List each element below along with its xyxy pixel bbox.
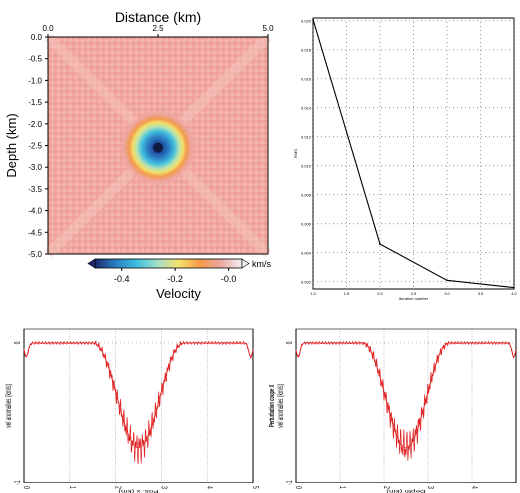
profile-y-axis-label: vel anomalies (km/s) bbox=[5, 384, 13, 428]
rms-x-tick-label: 4.0 bbox=[511, 291, 517, 296]
profile-x-tick-label: 5 bbox=[251, 486, 259, 489]
heatmap-y-tick-label: -5.0 bbox=[28, 250, 42, 259]
rms-x-tick-label: 3.0 bbox=[444, 291, 450, 296]
heatmap-y-tick-label: 0.0 bbox=[31, 33, 43, 42]
profile-y-axis-label: vel anomalies (km/s) bbox=[277, 384, 285, 428]
profile-y-tick-label: -1 bbox=[14, 480, 22, 485]
rms-x-tick-label: 3.5 bbox=[478, 291, 484, 296]
profile-x-tick-label: 4 bbox=[470, 486, 478, 489]
colorbar-unit: km/s bbox=[252, 259, 271, 269]
heatmap-x-tick-label: 5.0 bbox=[262, 24, 274, 33]
heatmap-x-tick-label: 2.5 bbox=[152, 24, 164, 33]
rms-y-tick-label: 0.004 bbox=[301, 250, 312, 255]
profile-x-tick-label: 3 bbox=[426, 486, 434, 489]
profile-x-tick-label: 3 bbox=[159, 486, 167, 489]
colorbar-label: Velocity bbox=[156, 286, 201, 301]
rms-y-tick-label: 0.008 bbox=[301, 192, 312, 197]
colorbar bbox=[94, 258, 243, 269]
profile-x-tick-label: 0 bbox=[22, 486, 30, 489]
rms-y-axis-label: RMS bbox=[293, 149, 298, 158]
heatmap-title: Distance (km) bbox=[115, 9, 201, 25]
profile-x-tick-label: 4 bbox=[205, 486, 213, 489]
rms-y-tick-label: 0.018 bbox=[301, 47, 312, 52]
profile-x-tick-label: 1 bbox=[338, 486, 346, 489]
profile-y-tick-label: 0 bbox=[14, 341, 22, 344]
profile-x-tick-label: 2 bbox=[382, 486, 390, 489]
rms-y-tick-label: 0.010 bbox=[301, 163, 312, 168]
heatmap-y-tick-label: -1.0 bbox=[28, 76, 42, 85]
profile-x-tick-label: 2 bbox=[113, 486, 121, 489]
heatmap-y-tick-label: -3.0 bbox=[28, 163, 42, 172]
rms-y-tick-label: 0.002 bbox=[301, 279, 312, 284]
rms-point bbox=[379, 243, 381, 245]
heatmap-y-axis-label: Depth (km) bbox=[4, 113, 19, 177]
rms-y-tick-label: 0.012 bbox=[301, 134, 312, 139]
heatmap-y-tick-label: -4.0 bbox=[28, 207, 42, 216]
heatmap-anomaly-core bbox=[153, 142, 163, 153]
rms-x-tick-label: 1.5 bbox=[344, 291, 350, 296]
heatmap-y-tick-label: -3.5 bbox=[28, 185, 42, 194]
profile-x-axis-label: Depth (km) bbox=[386, 488, 425, 493]
rms-y-tick-label: 0.014 bbox=[301, 105, 312, 110]
profile-frame bbox=[295, 328, 517, 483]
heatmap-y-tick-label: -2.5 bbox=[28, 142, 42, 151]
profile-x-axis-label: Pos. x (km) bbox=[118, 488, 158, 493]
profile-estimate-line bbox=[23, 340, 254, 465]
rms-point bbox=[513, 286, 515, 289]
colorbar-high-arrow bbox=[241, 258, 250, 269]
rms-x-tick-label: 2.5 bbox=[411, 291, 417, 296]
colorbar-tick-label: -0.0 bbox=[221, 274, 237, 284]
rms-point bbox=[312, 18, 314, 21]
profile-estimate-line bbox=[295, 340, 517, 461]
profile-x-tick-label: 1 bbox=[67, 486, 75, 489]
profile-y-tick-label: 0 bbox=[286, 341, 294, 344]
rms-point bbox=[446, 279, 448, 282]
heatmap-y-tick-label: -4.5 bbox=[28, 228, 42, 237]
profile-x-tick-label: 0 bbox=[294, 486, 302, 489]
profile-title: Perturbation coupe X bbox=[269, 384, 276, 427]
profile-y-tick-label: -1 bbox=[286, 480, 294, 485]
heatmap-x-tick-label: 0.0 bbox=[42, 24, 54, 33]
colorbar-tick-label: -0.4 bbox=[114, 274, 130, 284]
rms-x-tick-label: 1.0 bbox=[310, 291, 316, 296]
rms-x-axis-label: Iteration number bbox=[399, 296, 429, 301]
rms-y-tick-label: 0.016 bbox=[301, 76, 312, 81]
colorbar-low-arrow bbox=[87, 258, 96, 269]
heatmap-y-tick-label: -2.0 bbox=[28, 120, 42, 129]
heatmap-y-tick-label: -0.5 bbox=[28, 55, 42, 64]
rms-convergence-panel: 1.0 1.5 2.0 2.5 3.0 3.5 4.0 0.002 0.004 0.006 0.00… bbox=[293, 17, 518, 301]
colorbar-tick-label: -0.2 bbox=[167, 274, 183, 284]
heatmap-y-tick-label: -1.5 bbox=[28, 98, 42, 107]
rms-y-tick-label: 0.006 bbox=[301, 221, 312, 226]
rms-x-tick-label: 2.0 bbox=[377, 291, 383, 296]
velocity-heatmap-panel: Distance (km) 0.0 2.5 5.0 0.0 -0.5 -1.0 -1.5 -2.… bbox=[4, 9, 274, 301]
rms-line bbox=[312, 19, 515, 289]
rms-y-tick-label: 0.020 bbox=[301, 18, 312, 23]
